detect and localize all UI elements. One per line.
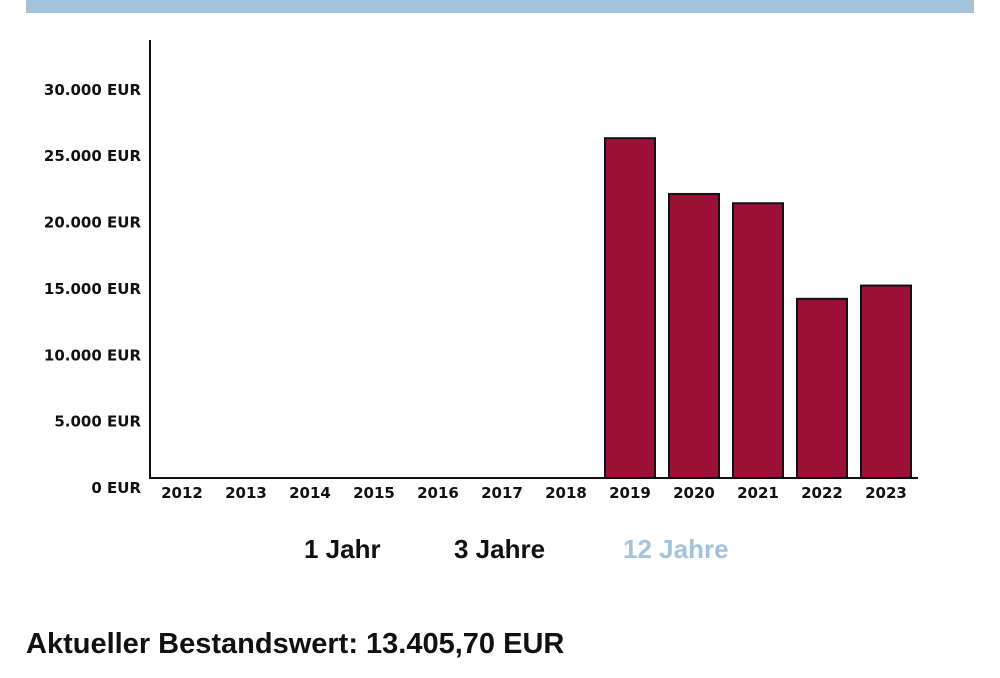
x-tick-label: 2016 (417, 484, 459, 502)
x-tick-label: 2018 (545, 484, 587, 502)
tab-12-jahre[interactable]: 12 Jahre (623, 534, 729, 564)
bar-chart: 0 EUR 5.000 EUR 10.000 EUR 15.000 EUR 20.000… (44, 40, 918, 502)
x-tick-label: 2023 (865, 484, 907, 502)
x-axis-ticks: 2012 2013 2014 2015 2016 2017 2018 2019 2020 2021… (161, 484, 907, 502)
bar-2021 (732, 202, 784, 479)
x-tick-label: 2013 (225, 484, 267, 502)
bar-2023 (860, 284, 912, 479)
x-tick-label: 2014 (289, 484, 331, 502)
y-tick-label: 25.000 EUR (44, 147, 142, 165)
tab-3-jahre[interactable]: 3 Jahre (454, 534, 546, 564)
y-tick-label: 15.000 EUR (44, 280, 142, 298)
x-tick-label: 2020 (673, 484, 715, 502)
time-range-tabs: 1 Jahr 3 Jahre 12 Jahre (0, 534, 1000, 570)
x-tick-label: 2022 (801, 484, 843, 502)
y-tick-label: 10.000 EUR (44, 346, 142, 364)
header-accent-bar (26, 0, 974, 13)
x-tick-label: 2021 (737, 484, 779, 502)
bar-2019 (604, 137, 656, 480)
bar-2022 (796, 297, 848, 479)
y-tick-label: 0 EUR (91, 479, 141, 497)
x-tick-label: 2017 (481, 484, 523, 502)
y-tick-label: 20.000 EUR (44, 214, 142, 232)
x-tick-label: 2012 (161, 484, 203, 502)
x-tick-label: 2015 (353, 484, 395, 502)
x-tick-label: 2019 (609, 484, 651, 502)
y-tick-label: 30.000 EUR (44, 81, 142, 99)
bar-2020 (668, 192, 720, 480)
y-tick-label: 5.000 EUR (54, 413, 141, 431)
tab-1-jahr[interactable]: 1 Jahr (304, 534, 381, 564)
y-axis-ticks: 0 EUR 5.000 EUR 10.000 EUR 15.000 EUR 20.000… (44, 81, 142, 497)
bars-group (604, 137, 912, 480)
current-value-text: Aktueller Bestandswert: 13.405,70 EUR (26, 628, 565, 660)
